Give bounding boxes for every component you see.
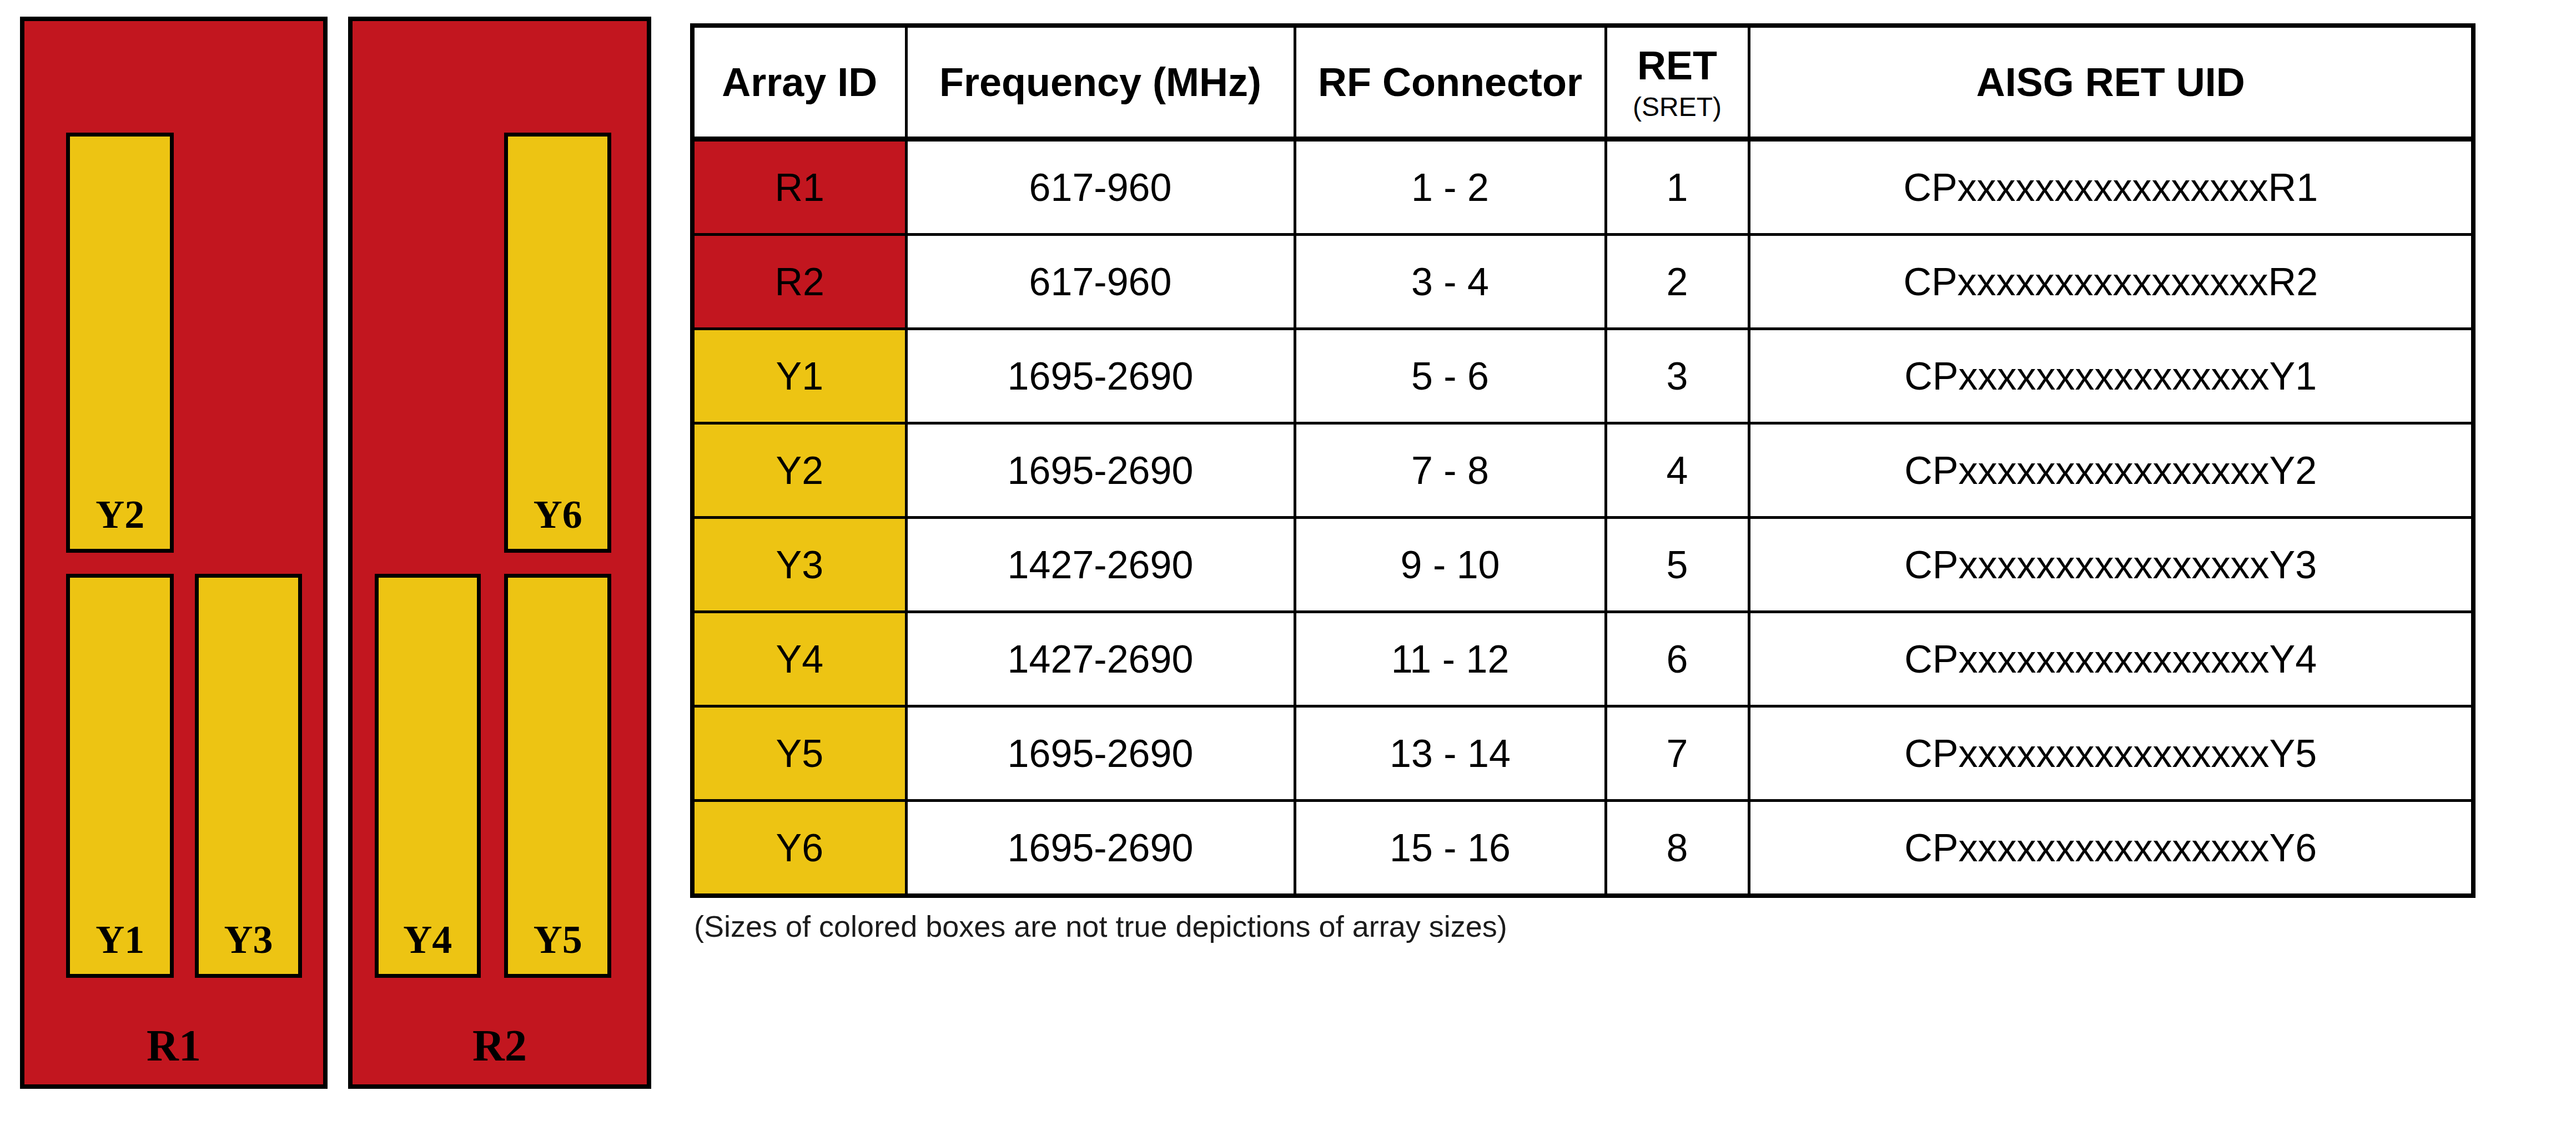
array-box-label-y1: Y1 xyxy=(70,917,170,963)
array-box-y3: Y3 xyxy=(195,574,303,978)
aisg-ret-uid-cell: CPxxxxxxxxxxxxxxxxY6 xyxy=(1749,801,2473,896)
array-box-y5: Y5 xyxy=(504,574,611,978)
array-box-label-y5: Y5 xyxy=(508,917,607,963)
aisg-ret-uid-cell: CPxxxxxxxxxxxxxxxxR1 xyxy=(1749,139,2473,235)
rf-connector-cell: 3 - 4 xyxy=(1295,235,1606,329)
rf-connector-cell: 5 - 6 xyxy=(1295,329,1606,423)
frequency-cell: 1427-2690 xyxy=(906,612,1295,706)
col-header-aisg-ret-uid: AISG RET UID xyxy=(1749,26,2473,139)
table-row-y1: Y1 1695-2690 5 - 6 3 CPxxxxxxxxxxxxxxxxY… xyxy=(692,329,2473,423)
ret-cell: 2 xyxy=(1606,235,1749,329)
array-id-cell: Y6 xyxy=(692,801,906,896)
ret-cell: 6 xyxy=(1606,612,1749,706)
frequency-cell: 617-960 xyxy=(906,235,1295,329)
frequency-cell: 1695-2690 xyxy=(906,801,1295,896)
spec-table: Array ID Frequency (MHz) RF Connector RE… xyxy=(690,23,2476,898)
aisg-ret-uid-cell: CPxxxxxxxxxxxxxxxxY5 xyxy=(1749,706,2473,801)
ret-cell: 3 xyxy=(1606,329,1749,423)
frequency-cell: 1695-2690 xyxy=(906,706,1295,801)
array-id-cell: Y2 xyxy=(692,423,906,518)
array-box-y2: Y2 xyxy=(66,133,174,553)
table-row-y2: Y2 1695-2690 7 - 8 4 CPxxxxxxxxxxxxxxxxY… xyxy=(692,423,2473,518)
frequency-cell: 617-960 xyxy=(906,139,1295,235)
antenna-panel-r1: Y2 Y1 Y3 R1 xyxy=(20,17,328,1089)
aisg-ret-uid-cell: CPxxxxxxxxxxxxxxxxY2 xyxy=(1749,423,2473,518)
array-id-cell: Y3 xyxy=(692,518,906,612)
rf-connector-cell: 11 - 12 xyxy=(1295,612,1606,706)
array-id-cell: R1 xyxy=(692,139,906,235)
array-box-label-y6: Y6 xyxy=(508,492,607,538)
array-id-cell: Y1 xyxy=(692,329,906,423)
table-row-y5: Y5 1695-2690 13 - 14 7 CPxxxxxxxxxxxxxxx… xyxy=(692,706,2473,801)
array-box-y1: Y1 xyxy=(66,574,174,978)
array-box-label-y3: Y3 xyxy=(199,917,299,963)
ret-cell: 1 xyxy=(1606,139,1749,235)
col-header-ret: RET (SRET) xyxy=(1606,26,1749,139)
frequency-cell: 1695-2690 xyxy=(906,329,1295,423)
array-id-cell: Y4 xyxy=(692,612,906,706)
table-row-r2: R2 617-960 3 - 4 2 CPxxxxxxxxxxxxxxxxR2 xyxy=(692,235,2473,329)
rf-connector-cell: 1 - 2 xyxy=(1295,139,1606,235)
ret-cell: 8 xyxy=(1606,801,1749,896)
ret-header-sub: (SRET) xyxy=(1607,92,1748,122)
frequency-cell: 1695-2690 xyxy=(906,423,1295,518)
ret-cell: 4 xyxy=(1606,423,1749,518)
rf-connector-cell: 7 - 8 xyxy=(1295,423,1606,518)
table-row-r1: R1 617-960 1 - 2 1 CPxxxxxxxxxxxxxxxxR1 xyxy=(692,139,2473,235)
array-id-cell: R2 xyxy=(692,235,906,329)
antenna-panel-r2: Y6 Y4 Y5 R2 xyxy=(348,17,651,1089)
frequency-cell: 1427-2690 xyxy=(906,518,1295,612)
array-id-cell: Y5 xyxy=(692,706,906,801)
col-header-array-id: Array ID xyxy=(692,26,906,139)
ret-cell: 7 xyxy=(1606,706,1749,801)
panel-label-r2: R2 xyxy=(353,1021,647,1071)
ret-header-main: RET xyxy=(1607,43,1748,88)
array-box-y6: Y6 xyxy=(504,133,611,553)
array-box-y4: Y4 xyxy=(375,574,481,978)
table-row-y4: Y4 1427-2690 11 - 12 6 CPxxxxxxxxxxxxxxx… xyxy=(692,612,2473,706)
rf-connector-cell: 15 - 16 xyxy=(1295,801,1606,896)
col-header-rf-connector: RF Connector xyxy=(1295,26,1606,139)
col-header-frequency: Frequency (MHz) xyxy=(906,26,1295,139)
rf-connector-cell: 9 - 10 xyxy=(1295,518,1606,612)
table-row-y3: Y3 1427-2690 9 - 10 5 CPxxxxxxxxxxxxxxxx… xyxy=(692,518,2473,612)
rf-connector-cell: 13 - 14 xyxy=(1295,706,1606,801)
antenna-spec-sheet: Y2 Y1 Y3 R1 Y6 Y4 Y5 R2 Array ID Frequen… xyxy=(0,0,2576,1121)
panel-label-r1: R1 xyxy=(24,1021,323,1071)
array-box-label-y4: Y4 xyxy=(379,917,477,963)
aisg-ret-uid-cell: CPxxxxxxxxxxxxxxxxY4 xyxy=(1749,612,2473,706)
aisg-ret-uid-cell: CPxxxxxxxxxxxxxxxxR2 xyxy=(1749,235,2473,329)
array-box-label-y2: Y2 xyxy=(70,492,170,538)
ret-cell: 5 xyxy=(1606,518,1749,612)
header-row: Array ID Frequency (MHz) RF Connector RE… xyxy=(692,26,2473,139)
footnote: (Sizes of colored boxes are not true dep… xyxy=(694,909,1507,943)
aisg-ret-uid-cell: CPxxxxxxxxxxxxxxxxY3 xyxy=(1749,518,2473,612)
aisg-ret-uid-cell: CPxxxxxxxxxxxxxxxxY1 xyxy=(1749,329,2473,423)
table-row-y6: Y6 1695-2690 15 - 16 8 CPxxxxxxxxxxxxxxx… xyxy=(692,801,2473,896)
